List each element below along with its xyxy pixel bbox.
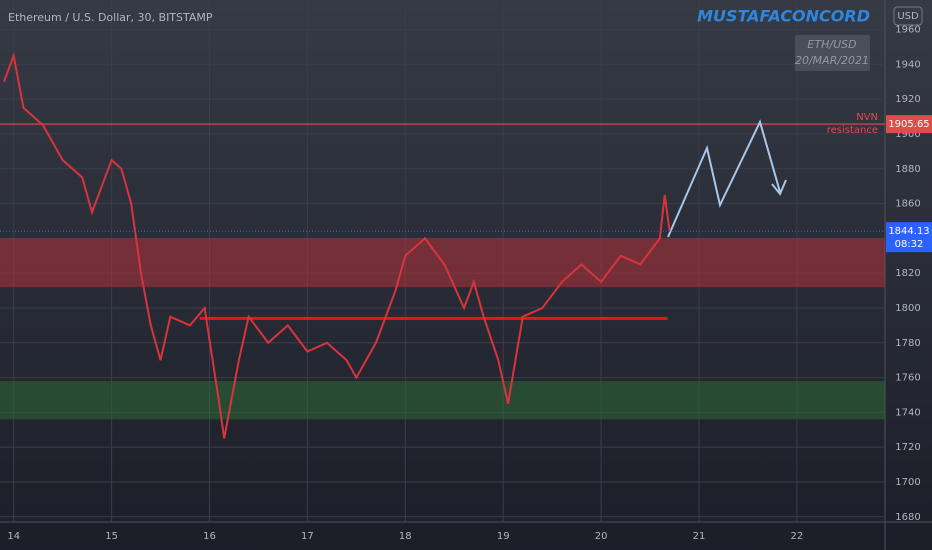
projection-path [667, 119, 781, 238]
x-tick-label: 17 [301, 531, 314, 542]
y-tick-label: 1720 [895, 442, 920, 453]
symbol: ETH/USD [807, 38, 856, 51]
zone [0, 381, 885, 420]
currency-box[interactable] [893, 6, 923, 26]
last-price: 1844.13 [888, 226, 929, 237]
x-tick-label: 16 [203, 531, 216, 542]
x-tick-label: 18 [399, 531, 412, 542]
y-tick-label: 1780 [895, 338, 920, 349]
chart-title: Ethereum / U.S. Dollar, 30, BITSTAMP [8, 11, 213, 24]
x-tick-label: 21 [693, 531, 706, 542]
y-tick-label: 1920 [895, 94, 920, 105]
projection-arrowhead [771, 179, 787, 196]
x-tick-label: 22 [791, 531, 804, 542]
y-tick-label: 1800 [895, 303, 920, 314]
y-tick-label: 1700 [895, 477, 920, 488]
author: MUSTAFACONCORD [697, 7, 870, 26]
x-tick-label: 20 [595, 531, 608, 542]
x-tick-label: 14 [7, 531, 20, 542]
resistance-name: NVN [856, 112, 878, 123]
date: 20/MAR/2021 [795, 54, 869, 67]
currency[interactable]: USD [897, 11, 919, 22]
resistance-label: resistance [827, 125, 878, 136]
countdown: 08:32 [895, 239, 924, 250]
symbol-box [795, 35, 870, 71]
last-price-box [886, 222, 932, 253]
y-tick-label: 1900 [895, 129, 920, 140]
y-tick-label: 1740 [895, 407, 920, 418]
x-tick-label: 15 [105, 531, 118, 542]
resistance-price-box [886, 115, 932, 134]
y-tick-label: 1940 [895, 59, 920, 70]
y-tick-label: 1760 [895, 373, 920, 384]
y-tick-label: 1960 [895, 25, 920, 36]
y-tick-label: 1680 [895, 512, 920, 523]
resistance-price: 1905.65 [888, 119, 929, 130]
y-tick-label: 1880 [895, 164, 920, 175]
y-tick-label: 1820 [895, 268, 920, 279]
x-tick-label: 19 [497, 531, 510, 542]
y-tick-label: 1860 [895, 199, 920, 210]
price-line [2, 51, 671, 439]
